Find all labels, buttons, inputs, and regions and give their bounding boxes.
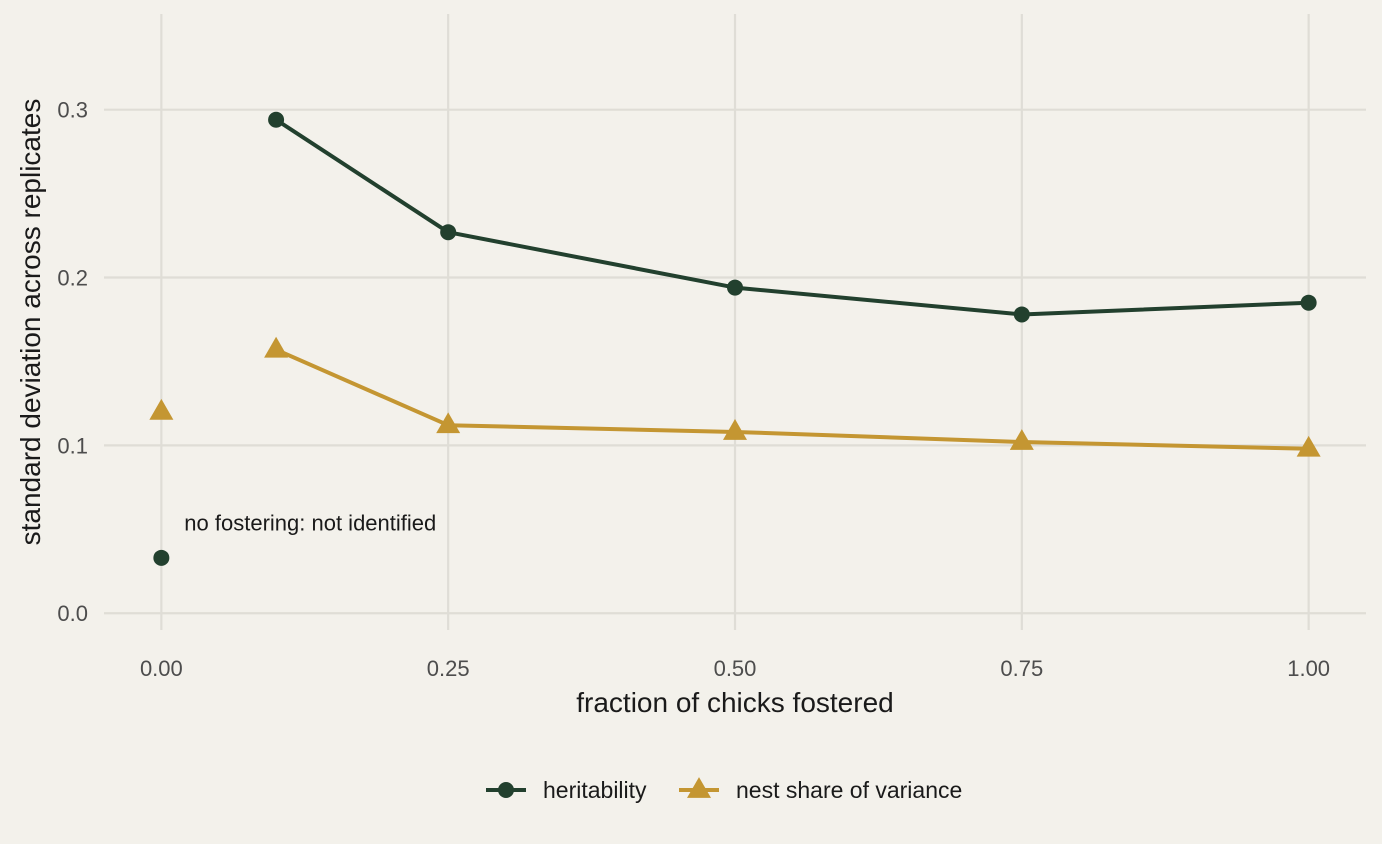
x-tick-label: 1.00 (1287, 656, 1330, 681)
legend-key-triangle-icon (687, 777, 711, 798)
y-axis-title: standard deviation across replicates (15, 99, 46, 546)
series-line-nest-share (275, 347, 1309, 451)
legend-key-circle-icon (498, 782, 514, 798)
data-point-nest-share (264, 336, 289, 358)
data-point-nest-share (1009, 429, 1034, 450)
data-point-heritability (440, 224, 457, 241)
y-tick-label: 0.1 (57, 433, 88, 458)
legend-label-heritability: heritability (543, 777, 647, 803)
annotation-no-fostering: no fostering: not identified (184, 511, 436, 536)
annotations: no fostering: not identified (184, 511, 436, 536)
data-point-heritability (153, 549, 170, 566)
series-line-heritability (274, 118, 1309, 317)
grid-layer (104, 14, 1366, 630)
data-point-heritability (727, 279, 743, 296)
x-tick-label: 0.50 (714, 656, 757, 681)
tick-labels: 0.00 0.25 0.50 0.75 1.00 0.0 0.1 0.2 0.3 (57, 98, 1330, 681)
x-axis-title: fraction of chicks fostered (576, 687, 893, 718)
y-tick-label: 0.0 (57, 601, 88, 626)
legend: heritability nest share of variance (486, 777, 962, 803)
legend-item-heritability: heritability (486, 777, 647, 803)
data-point-nest-share (436, 412, 461, 434)
data-point-heritability (1013, 306, 1030, 323)
legend-item-nest-share: nest share of variance (679, 777, 962, 803)
data-point-nest-share (723, 419, 747, 440)
y-tick-label: 0.3 (57, 98, 88, 123)
x-tick-label: 0.00 (140, 656, 183, 681)
x-tick-label: 0.75 (1000, 656, 1043, 681)
legend-label-nest-share: nest share of variance (736, 777, 962, 803)
series-layer (149, 111, 1321, 566)
data-point-nest-share (1296, 435, 1321, 457)
y-tick-label: 0.2 (57, 266, 88, 291)
data-point-heritability (268, 111, 285, 128)
x-tick-label: 0.25 (427, 656, 470, 681)
data-point-heritability (1300, 294, 1317, 311)
data-point-nest-share (149, 398, 174, 420)
